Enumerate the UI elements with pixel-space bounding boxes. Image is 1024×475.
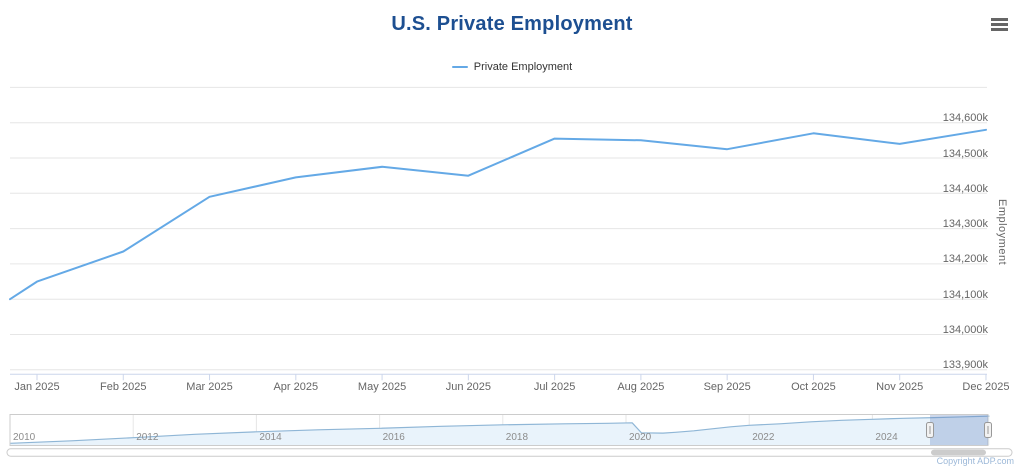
navigator-area-fill <box>10 416 990 445</box>
navigator-year-label: 2024 <box>875 431 898 443</box>
x-tick-label: Sep 2025 <box>703 381 751 393</box>
y-tick-label: 134,400k <box>942 182 988 195</box>
navigator-mask[interactable] <box>930 415 988 445</box>
navigator-series-line <box>9 415 990 444</box>
legend-label: Private Employment <box>473 61 573 73</box>
x-tick-label: May 2025 <box>357 381 407 393</box>
x-tick-label: Feb 2025 <box>100 381 147 393</box>
hamburger-bar <box>990 18 1008 21</box>
navigator-year-label: 2014 <box>259 431 282 443</box>
copyright-credit: Copyright ADP.com <box>936 456 1014 466</box>
series-line-private-employment <box>9 128 987 301</box>
legend-line-marker <box>451 66 468 68</box>
x-tick-label: Dec 2025 <box>962 381 1010 393</box>
x-tick-label: Oct 2025 <box>791 381 836 393</box>
y-tick-label: 134,300k <box>942 218 988 231</box>
navigator-year-label: 2016 <box>382 431 405 443</box>
legend-item-private-employment[interactable]: Private Employment <box>451 61 573 73</box>
x-tick-label: Nov 2025 <box>876 381 924 393</box>
navigator-year-label: 2020 <box>629 431 652 443</box>
y-tick-label: 134,600k <box>942 112 988 125</box>
y-tick-label: 134,200k <box>942 253 988 266</box>
hamburger-menu-icon[interactable] <box>987 14 1011 35</box>
navigator-year-label: 2012 <box>136 431 159 443</box>
navigator-year-label: 2010 <box>13 431 36 443</box>
x-tick-label: Mar 2025 <box>186 381 233 393</box>
x-tick-label: Apr 2025 <box>273 381 319 393</box>
x-tick-label: Jan 2025 <box>14 381 60 393</box>
chart-title: U.S. Private Employment <box>391 13 633 35</box>
legend: Private Employment <box>0 61 1024 73</box>
scrollbar-track[interactable] <box>6 448 1013 457</box>
y-tick-label: 134,100k <box>942 288 988 301</box>
scrollbar-thumb[interactable] <box>931 449 986 456</box>
x-tick-label: Aug 2025 <box>617 381 665 393</box>
hamburger-bar <box>990 28 1008 31</box>
y-tick-label: 133,900k <box>942 359 988 372</box>
y-tick-label: 134,500k <box>942 147 988 160</box>
x-tick-label: Jul 2025 <box>533 381 576 393</box>
y-tick-label: 134,000k <box>942 324 988 336</box>
y-axis-title: Employment <box>996 199 1008 266</box>
x-tick-label: Jun 2025 <box>445 381 491 393</box>
hamburger-bar <box>990 23 1008 26</box>
navigator-year-label: 2022 <box>752 431 775 443</box>
navigator-year-label: 2018 <box>505 431 529 443</box>
